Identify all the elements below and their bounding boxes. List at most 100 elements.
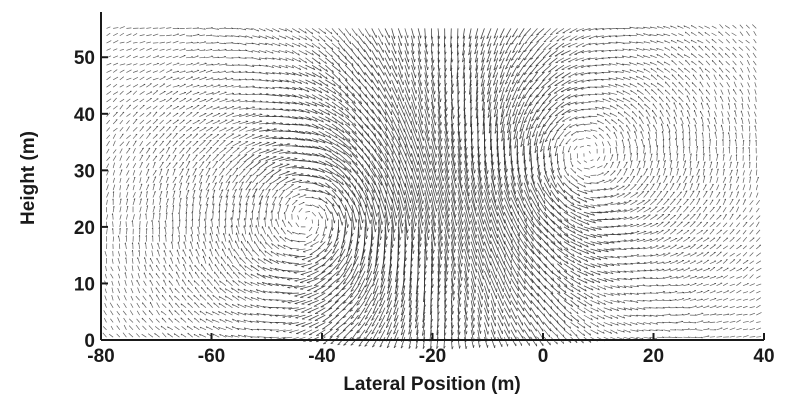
vector-arrowhead [438,278,441,282]
vector-arrowhead [342,174,345,179]
velocity-vector [437,256,441,275]
vector-arrowhead [493,82,496,86]
velocity-vector [344,160,359,175]
vector-arrowhead [306,180,310,182]
vector-arrowhead [153,161,156,164]
vector-arrowhead [252,92,255,95]
velocity-vector [159,76,166,81]
velocity-vector [469,72,472,88]
vector-arrowhead [262,267,265,270]
vector-arrowhead [415,304,419,309]
velocity-vector [430,219,435,241]
vector-arrowhead [463,90,467,95]
velocity-vector [331,72,341,81]
vector-arrowhead [218,327,221,329]
velocity-vector [397,131,407,148]
velocity-vector [298,138,313,142]
velocity-vector [510,204,519,222]
velocity-vector [106,62,112,66]
velocity-vector [186,325,193,331]
vector-arrowhead [294,264,298,267]
velocity-vector [490,123,492,143]
vector-arrowhead [428,206,431,211]
velocity-vector [298,188,309,191]
vector-arrowhead [499,51,503,55]
vector-arrowhead [482,262,484,266]
vector-arrowhead [475,234,478,239]
vector-arrowhead [430,311,433,315]
velocity-vector [219,77,228,81]
velocity-vector [116,325,121,331]
velocity-vector [462,65,465,79]
vector-arrowhead [301,165,305,168]
vector-arrowhead [451,317,454,322]
vector-arrowhead [249,224,251,228]
velocity-vector [484,314,490,327]
velocity-vector [212,106,220,110]
vector-arrowhead [261,189,265,192]
velocity-vector [358,86,368,98]
velocity-vector [225,160,233,169]
velocity-vector [139,147,144,154]
vector-arrowhead [355,218,358,223]
vector-arrowhead [317,206,320,209]
vector-arrowhead [469,214,472,218]
vector-arrowhead [356,310,360,313]
vector-arrowhead [392,244,395,248]
vector-arrowhead [451,75,454,79]
vector-arrowhead [445,91,448,95]
velocity-vector [288,322,299,325]
velocity-vector [225,326,233,331]
vector-arrowhead [277,30,280,33]
vector-arrowhead [374,132,377,137]
velocity-vector [342,292,353,304]
velocity-vector [199,76,207,81]
velocity-vector [232,99,241,103]
velocity-vector [486,57,492,71]
velocity-vector [358,42,366,53]
vector-arrowhead [250,265,253,268]
velocity-vector [199,99,207,103]
velocity-vector [112,140,116,147]
vector-arrowhead [371,318,375,321]
velocity-vector [136,318,140,323]
velocity-vector [477,182,484,203]
vector-arrowhead [326,97,330,101]
vector-arrowhead [336,165,339,169]
velocity-vector [408,322,412,335]
vector-arrowhead [168,154,171,157]
velocity-vector [444,101,447,118]
velocity-vector [371,212,376,233]
vector-arrowhead [156,125,159,128]
velocity-vector [325,130,338,139]
velocity-vector [328,278,339,288]
velocity-vector [218,302,227,309]
vector-arrowhead [269,258,272,262]
vector-arrowhead [438,291,441,295]
vector-arrowhead [239,264,241,267]
vector-arrowhead [206,333,209,335]
velocity-vector [290,239,299,242]
vector-arrowhead [455,169,457,174]
velocity-vector [199,127,207,132]
velocity-vector [474,35,479,47]
velocity-vector [298,181,310,184]
vector-arrowhead [432,43,435,47]
vector-arrowhead [283,244,286,248]
velocity-vector [301,307,313,313]
vector-arrowhead [484,138,487,143]
velocity-vector [477,241,484,259]
vector-arrowhead [286,72,289,76]
velocity-vector [112,97,117,103]
vector-arrowhead [238,70,242,73]
velocity-vector [397,109,406,125]
velocity-vector [493,42,499,55]
vector-arrowhead [217,41,219,43]
velocity-vector [106,90,112,95]
velocity-vector [212,189,216,198]
vector-arrowhead [507,183,510,188]
vector-arrowhead [454,162,457,166]
vector-arrowhead [230,49,233,51]
vector-arrowhead [445,74,447,78]
vector-arrowhead [350,282,354,286]
